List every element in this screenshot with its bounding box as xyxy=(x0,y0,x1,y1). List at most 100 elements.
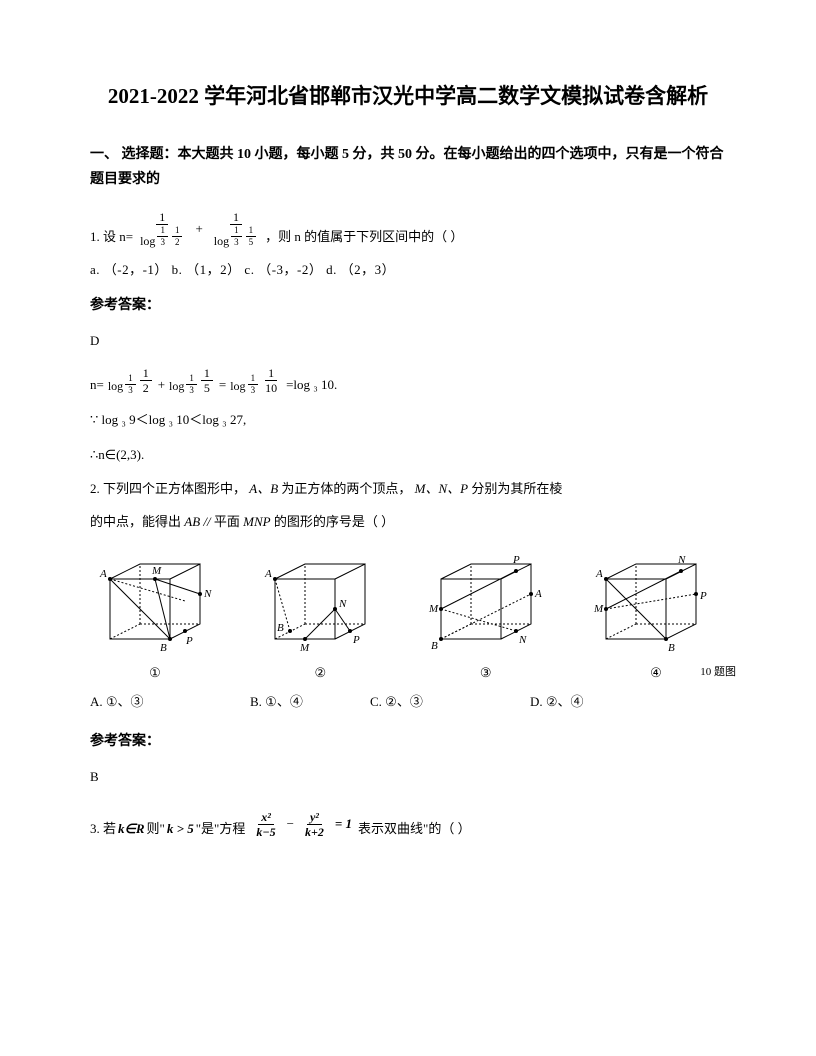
svg-text:A: A xyxy=(264,568,272,580)
q2-answer-label: 参考答案： xyxy=(90,731,726,753)
f-den: k+2 xyxy=(302,825,327,839)
frac-num: 1 xyxy=(230,210,242,225)
q3-equation: x² k−5 − y² k+2 = 1 xyxy=(251,810,352,840)
cube-1: A M N B P ① xyxy=(90,549,220,684)
q2-l2-suffix: 的图形的序号是（ ） xyxy=(274,514,394,529)
svg-text:M: M xyxy=(593,603,604,615)
f-num: 1 xyxy=(172,225,183,237)
question-3: 3. 若 k∈R 则" k > 5 "是"方程 x² k−5 − y² k+2 … xyxy=(90,810,726,840)
f-den: 10 xyxy=(262,381,280,395)
cube-3: P A M N B ③ xyxy=(421,549,551,684)
f-num: x² xyxy=(258,810,274,825)
q2-l2-prefix: 的中点，能得出 xyxy=(90,514,184,529)
log-text: log xyxy=(230,377,245,396)
minus-sign: − xyxy=(287,814,294,835)
page-title: 2021-2022 学年河北省邯郸市汉光中学高二数学文模拟试卷含解析 xyxy=(90,80,726,114)
svg-text:B: B xyxy=(668,642,675,654)
q3-mid2: "是"方程 xyxy=(196,819,246,840)
f-num: 1 xyxy=(201,366,213,381)
f-num: y² xyxy=(307,810,322,825)
cube-extra-label: 10 题图 xyxy=(700,664,736,682)
f-den: k−5 xyxy=(253,825,278,839)
cube-3-svg: P A M N B xyxy=(421,549,551,659)
q1-solution-3: ∴n∈(2,3). xyxy=(90,445,726,466)
svg-text:M: M xyxy=(299,642,310,654)
q1-solution-2: ∵ log ₃ 9＜log ₃ 10＜log ₃ 27, xyxy=(90,410,726,431)
sol-eq: = xyxy=(219,375,226,396)
question-2-line2: 的中点，能得出 AB // 平面 MNP 的图形的序号是（ ） xyxy=(90,512,726,533)
frac-den: log 13 12 xyxy=(137,225,187,248)
q3-var-k5: k > 5 xyxy=(167,819,194,840)
q3-prefix: 3. 若 xyxy=(90,819,116,840)
q2-var-ab: A、B xyxy=(249,481,278,496)
svg-text:N: N xyxy=(203,588,212,600)
svg-text:B: B xyxy=(160,642,167,654)
sol-prefix: n= xyxy=(90,375,104,396)
frac-num: 1 xyxy=(156,210,168,225)
q2-prefix: 2. 下列四个正方体图形中， xyxy=(90,481,246,496)
svg-text:N: N xyxy=(677,554,686,566)
f-den: 2 xyxy=(172,237,183,248)
f-den: 3 xyxy=(231,237,242,248)
cube-4: A N M P B ④ 10 题图 xyxy=(586,549,726,684)
q3-var-kr: k∈R xyxy=(118,819,145,840)
frac-den: log 13 15 xyxy=(211,225,261,248)
f-den: 3 xyxy=(186,385,197,396)
q2-answer: B xyxy=(90,767,726,788)
svg-text:N: N xyxy=(518,634,527,646)
svg-text:B: B xyxy=(431,640,438,652)
f-num: 1 xyxy=(157,225,168,237)
cube-2-label: ② xyxy=(315,663,327,684)
f-num: 1 xyxy=(248,373,259,385)
section-header: 一、 选择题：本大题共 10 小题，每小题 5 分，共 50 分。在每小题给出的… xyxy=(90,142,726,192)
q2-mid2: 分别为其所在棱 xyxy=(471,481,562,496)
q3-suffix: 表示双曲线"的（ ） xyxy=(358,819,471,840)
q2-opt-c: C. ②、③ xyxy=(370,692,530,713)
eq-sign: = 1 xyxy=(335,814,352,835)
cube-2: A N B M P ② xyxy=(255,549,385,684)
log-text: log xyxy=(108,377,123,396)
f-den: 5 xyxy=(201,381,213,395)
svg-text:N: N xyxy=(338,598,347,610)
cube-1-label: ① xyxy=(149,663,161,684)
q1-suffix: ，则 n 的值属于下列区间中的（ ） xyxy=(265,227,463,248)
svg-text:P: P xyxy=(512,554,520,566)
svg-text:P: P xyxy=(352,634,360,646)
f-num: 1 xyxy=(246,225,257,237)
question-1: 1. 设 n= 1 log 13 12 + 1 log 13 15 xyxy=(90,210,726,248)
q2-opt-b: B. ①、④ xyxy=(250,692,370,713)
q2-mid1: 为正方体的两个顶点， xyxy=(281,481,411,496)
svg-text:M: M xyxy=(151,565,162,577)
q2-options: A. ①、③ B. ①、④ C. ②、③ D. ②、④ xyxy=(90,692,726,713)
cube-2-svg: A N B M P xyxy=(255,549,385,659)
svg-text:P: P xyxy=(699,590,707,602)
q1-answer-label: 参考答案： xyxy=(90,295,726,317)
f-den: 5 xyxy=(246,237,257,248)
q1-prefix: 1. 设 n= xyxy=(90,227,133,248)
f-num: 1 xyxy=(125,373,136,385)
cube-4-label: ④ xyxy=(650,663,662,684)
f-num: 1 xyxy=(140,366,152,381)
q2-var-mnp: M、N、P xyxy=(415,481,468,496)
svg-text:A: A xyxy=(99,568,107,580)
q2-l2-mid: 平面 xyxy=(214,514,243,529)
f-den: 3 xyxy=(125,385,136,396)
q3-mid1: 则" xyxy=(147,819,165,840)
q1-options: a. （-2，-1） b. （1，2） c. （-3，-2） d. （2，3） xyxy=(90,260,726,281)
cube-1-svg: A M N B P xyxy=(90,549,220,659)
q2-opt-a: A. ①、③ xyxy=(90,692,250,713)
f-num: 1 xyxy=(186,373,197,385)
f-den: 3 xyxy=(157,237,168,248)
question-2: 2. 下列四个正方体图形中， A、B 为正方体的两个顶点， M、N、P 分别为其… xyxy=(90,479,726,500)
q1-answer: D xyxy=(90,331,726,352)
sol-eq2: =log ₃ 10. xyxy=(286,375,337,396)
f-num: 1 xyxy=(231,225,242,237)
q2-opt-d: D. ②、④ xyxy=(530,692,584,713)
q1-expression: 1 log 13 12 + 1 log 13 15 xyxy=(135,210,263,248)
svg-text:A: A xyxy=(534,588,542,600)
sol-plus: + xyxy=(158,375,165,396)
plus-sign: + xyxy=(195,219,202,240)
svg-text:B: B xyxy=(277,622,284,634)
cube-figures-row: A M N B P ① A N B M P xyxy=(90,549,726,684)
f-den: 3 xyxy=(248,385,259,396)
